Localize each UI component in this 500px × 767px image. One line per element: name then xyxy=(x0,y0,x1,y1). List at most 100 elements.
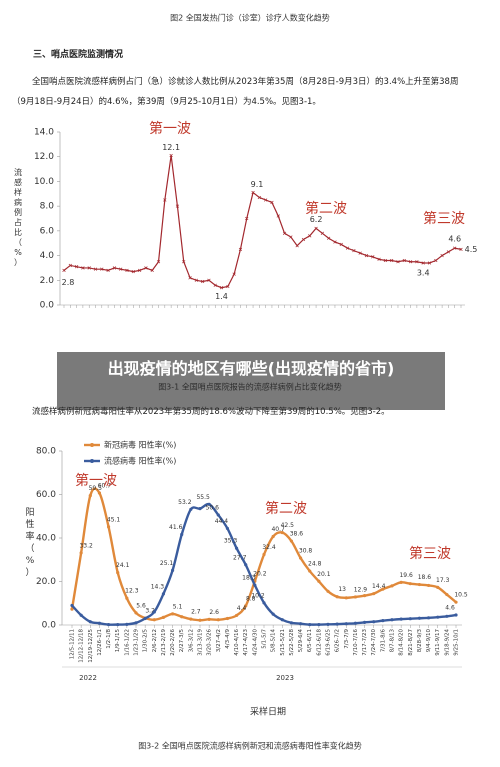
point-marker xyxy=(308,622,312,627)
data-label: 14.4 xyxy=(372,583,386,590)
point-marker xyxy=(200,279,205,284)
data-label: 59.5 xyxy=(89,485,103,492)
x-tick-label: 3/20-3/26 xyxy=(207,629,213,656)
point-marker xyxy=(308,234,312,238)
data-label: 24.1 xyxy=(116,562,130,569)
point-marker xyxy=(289,621,294,625)
point-marker xyxy=(339,242,343,247)
data-label: 53.2 xyxy=(178,499,192,506)
y-axis-label: 阳性率（%） xyxy=(25,507,34,578)
point-marker xyxy=(125,596,129,600)
y-tick-label: 0.0 xyxy=(40,301,55,311)
x-tick-label: 4/24-4/30 xyxy=(252,629,258,656)
point-marker xyxy=(182,260,186,264)
x-tick-label: 3/13-3/19 xyxy=(198,629,204,656)
annotation: 第二波 xyxy=(305,200,347,217)
line-series xyxy=(71,502,457,626)
point-marker xyxy=(74,265,79,269)
point-marker xyxy=(198,507,202,511)
point-marker xyxy=(79,613,83,617)
point-marker xyxy=(436,615,440,619)
point-marker xyxy=(156,260,161,264)
point-marker xyxy=(390,618,394,622)
point-marker xyxy=(125,268,129,273)
x-tick-label: 12/12-12/18 xyxy=(79,629,85,663)
data-label: 33.2 xyxy=(79,542,93,549)
x-group-label: 2023 xyxy=(276,674,294,682)
point-marker xyxy=(271,534,275,539)
legend-label: 流感病毒 阳性率(%) xyxy=(104,456,176,466)
data-label: 10.2 xyxy=(251,592,265,599)
point-marker xyxy=(188,276,192,280)
annotation: 第三波 xyxy=(423,210,465,227)
point-marker xyxy=(81,266,85,270)
x-tick-label: 1/23-1/29 xyxy=(134,629,140,656)
point-marker xyxy=(372,592,376,596)
x-tick-label: 9/11-9/17 xyxy=(435,629,441,656)
x-tick-label: 12/5-12/11 xyxy=(70,629,76,659)
point-marker xyxy=(445,614,449,618)
point-marker xyxy=(352,248,356,253)
data-label: 9.1 xyxy=(251,180,264,189)
point-marker xyxy=(207,502,211,506)
point-marker xyxy=(97,491,102,495)
point-marker xyxy=(390,258,394,263)
point-marker xyxy=(119,267,123,271)
legend-label: 新冠病毒 阳性率(%) xyxy=(104,440,176,450)
data-label: 44.4 xyxy=(215,518,229,525)
point-marker xyxy=(271,612,275,616)
point-marker xyxy=(454,600,458,604)
point-marker xyxy=(180,532,184,537)
data-label: 60.7 xyxy=(98,482,112,489)
data-label: 20.2 xyxy=(253,571,267,578)
x-tick-label: 2/27-3/5 xyxy=(179,628,185,652)
point-marker xyxy=(170,612,175,616)
point-marker xyxy=(189,617,193,621)
data-label: 4.6 xyxy=(445,604,455,611)
point-marker xyxy=(408,260,413,264)
point-marker xyxy=(427,261,432,265)
point-marker xyxy=(314,226,318,231)
point-marker xyxy=(358,251,362,255)
point-marker xyxy=(219,286,224,290)
point-marker xyxy=(408,617,412,621)
point-marker xyxy=(257,195,261,200)
point-marker xyxy=(251,190,255,195)
point-marker xyxy=(417,582,422,587)
point-marker xyxy=(440,253,444,258)
point-marker xyxy=(377,257,381,261)
point-marker xyxy=(189,507,193,511)
point-marker xyxy=(317,579,321,583)
point-marker xyxy=(175,204,180,208)
x-tick-label: 5/15-5/21 xyxy=(280,629,286,656)
point-marker xyxy=(317,622,321,627)
y-tick-label: 8.0 xyxy=(40,202,55,212)
y-tick-label: 60.0 xyxy=(36,490,56,500)
data-label: 3.4 xyxy=(417,268,430,277)
x-tick-label: 4/10-4/16 xyxy=(234,629,240,656)
x-tick-label: 7/3-7/9 xyxy=(344,629,350,649)
data-label: 50.6 xyxy=(206,504,220,511)
data-label: 20.1 xyxy=(317,571,331,578)
x-tick-label: 2/6-2/12 xyxy=(152,629,158,652)
point-marker xyxy=(371,255,375,259)
x-tick-label: 1/30-2/5 xyxy=(143,628,149,652)
y-axis-label: 流感样病例占比（%） xyxy=(14,167,22,267)
legend-marker xyxy=(90,459,94,463)
data-label: 17.3 xyxy=(436,577,450,584)
point-marker xyxy=(454,613,458,617)
x-group-label: 2022 xyxy=(79,674,97,682)
line-series xyxy=(63,155,462,289)
point-marker xyxy=(163,198,167,202)
point-marker xyxy=(62,268,66,273)
point-marker xyxy=(301,237,306,242)
point-marker xyxy=(116,622,120,627)
point-marker xyxy=(161,592,166,596)
x-tick-label: 8/14-8/20 xyxy=(399,629,405,656)
point-marker xyxy=(88,620,92,624)
data-label: 12.1 xyxy=(162,143,180,152)
point-marker xyxy=(446,250,451,254)
y-tick-label: 40.0 xyxy=(36,534,56,544)
point-marker xyxy=(436,585,440,589)
point-marker xyxy=(344,622,348,626)
